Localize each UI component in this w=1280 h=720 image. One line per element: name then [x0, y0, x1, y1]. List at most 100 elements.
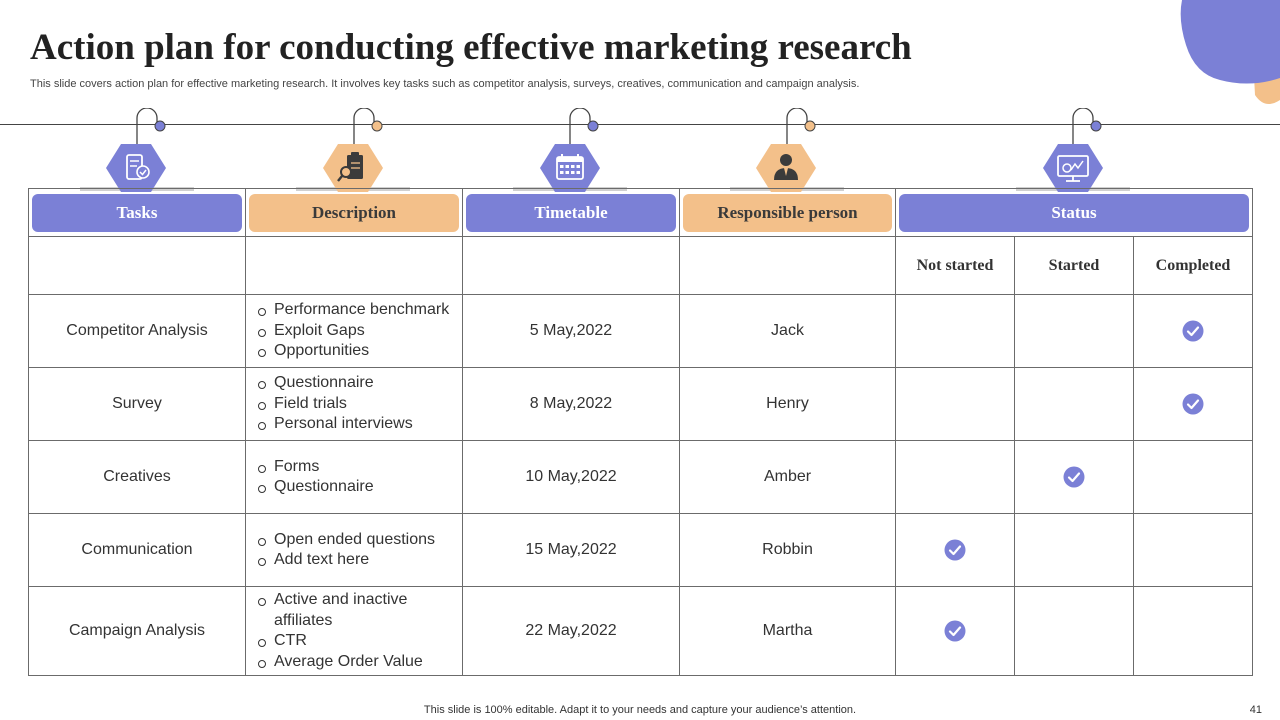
status-not-started-cell: [895, 294, 1015, 368]
status-completed-header: Completed: [1133, 236, 1253, 295]
description-item: Opportunities: [256, 341, 462, 362]
responsible-person-cell: Martha: [679, 586, 896, 676]
description-item: CTR: [256, 631, 462, 652]
status-not-started-header: Not started: [895, 236, 1015, 295]
description-item: Open ended questions: [256, 530, 462, 551]
description-item: Personal interviews: [256, 414, 462, 435]
header-cell: Tasks: [28, 188, 246, 237]
description-list: Performance benchmark Exploit Gaps Opportu…: [246, 300, 462, 362]
timetable-cell: 5 May,2022: [462, 294, 680, 368]
checkmark-icon: [944, 539, 966, 561]
status-subheader-row: Not started Started Completed: [28, 236, 1253, 295]
status-not-started-cell: [895, 586, 1015, 676]
table-row: Competitor Analysis Performance benchmark…: [28, 294, 1253, 368]
description-cell: Active and inactive affiliates CTR Average…: [245, 586, 463, 676]
action-plan-table: Tasks Description Timetable Responsible …: [28, 188, 1253, 676]
description-list: Questionnaire Field trials Personal interv…: [246, 373, 462, 435]
status-started-header: Started: [1014, 236, 1134, 295]
status-completed-cell: [1133, 367, 1253, 441]
task-cell: Campaign Analysis: [28, 586, 246, 676]
description-item: Field trials: [256, 394, 462, 415]
header-tasks: Tasks: [32, 193, 242, 232]
clipboard-search-icon: [323, 144, 383, 192]
status-not-started-cell: [895, 440, 1015, 514]
description-item: Performance benchmark: [256, 300, 462, 321]
description-cell: Performance benchmark Exploit Gaps Opportu…: [245, 294, 463, 368]
task-tablet-icon: [106, 144, 166, 192]
header-responsible-person: Responsible person: [683, 193, 892, 232]
slide-footer: This slide is 100% editable. Adapt it to…: [423, 704, 857, 716]
checkmark-icon: [1182, 393, 1204, 415]
responsible-person-cell: Henry: [679, 367, 896, 441]
timeline-line: [0, 124, 1280, 125]
header-cell: Timetable: [462, 188, 680, 237]
table-row: Campaign Analysis Active and inactive aff…: [28, 586, 1253, 676]
decorative-corner-shape: [1180, 0, 1280, 104]
hook-connector: [353, 108, 383, 144]
status-completed-cell: [1133, 513, 1253, 587]
description-item: Questionnaire: [256, 373, 462, 394]
checkmark-icon: [1063, 466, 1085, 488]
description-item: Exploit Gaps: [256, 321, 462, 342]
description-item: Questionnaire: [256, 477, 462, 498]
checkmark-icon: [944, 620, 966, 642]
description-item: Forms: [256, 457, 462, 478]
status-completed-cell: [1133, 294, 1253, 368]
header-row: Tasks Description Timetable Responsible …: [28, 188, 1253, 237]
status-not-started-cell: [895, 513, 1015, 587]
table-row: Survey Questionnaire Field trials Personal …: [28, 367, 1253, 441]
empty-cell: [28, 236, 246, 295]
status-started-cell: [1014, 294, 1134, 368]
status-completed-cell: [1133, 440, 1253, 514]
empty-cell: [245, 236, 463, 295]
hook-connector: [1072, 108, 1102, 144]
timetable-cell: 10 May,2022: [462, 440, 680, 514]
description-item: Average Order Value: [256, 652, 462, 673]
status-started-cell: [1014, 440, 1134, 514]
description-cell: Questionnaire Field trials Personal interv…: [245, 367, 463, 441]
task-cell: Survey: [28, 367, 246, 441]
slide-subtitle: This slide covers action plan for effect…: [30, 78, 860, 90]
timetable-cell: 22 May,2022: [462, 586, 680, 676]
description-item: Active and inactive affiliates: [256, 590, 462, 631]
status-completed-cell: [1133, 586, 1253, 676]
timetable-cell: 15 May,2022: [462, 513, 680, 587]
hook-connector: [136, 108, 166, 144]
status-started-cell: [1014, 367, 1134, 441]
slide-title: Action plan for conducting effective mar…: [30, 27, 912, 68]
timetable-cell: 8 May,2022: [462, 367, 680, 441]
hook-connector: [786, 108, 816, 144]
table-body: Competitor Analysis Performance benchmark…: [28, 294, 1253, 676]
businessman-icon: [756, 144, 816, 192]
responsible-person-cell: Amber: [679, 440, 896, 514]
hook-connector: [569, 108, 599, 144]
empty-cell: [462, 236, 680, 295]
description-list: Active and inactive affiliates CTR Average…: [246, 590, 462, 672]
header-cell: Responsible person: [679, 188, 896, 237]
status-started-cell: [1014, 513, 1134, 587]
responsible-person-cell: Jack: [679, 294, 896, 368]
status-started-cell: [1014, 586, 1134, 676]
header-cell: Description: [245, 188, 463, 237]
calendar-icon: [540, 144, 600, 192]
header-status: Status: [899, 193, 1249, 232]
checkmark-icon: [1182, 320, 1204, 342]
table-row: Creatives Forms Questionnaire 10 May,2022 Am…: [28, 440, 1253, 514]
empty-cell: [679, 236, 896, 295]
task-cell: Communication: [28, 513, 246, 587]
monitor-chart-icon: [1043, 144, 1103, 192]
description-cell: Open ended questions Add text here: [245, 513, 463, 587]
description-cell: Forms Questionnaire: [245, 440, 463, 514]
task-cell: Competitor Analysis: [28, 294, 246, 368]
description-list: Open ended questions Add text here: [246, 530, 462, 571]
task-cell: Creatives: [28, 440, 246, 514]
table-row: Communication Open ended questions Add tex…: [28, 513, 1253, 587]
status-not-started-cell: [895, 367, 1015, 441]
header-cell: Status: [895, 188, 1253, 237]
page-number: 41: [1249, 704, 1262, 716]
header-description: Description: [249, 193, 459, 232]
description-list: Forms Questionnaire: [246, 457, 462, 498]
description-item: Add text here: [256, 550, 462, 571]
responsible-person-cell: Robbin: [679, 513, 896, 587]
header-timetable: Timetable: [466, 193, 676, 232]
